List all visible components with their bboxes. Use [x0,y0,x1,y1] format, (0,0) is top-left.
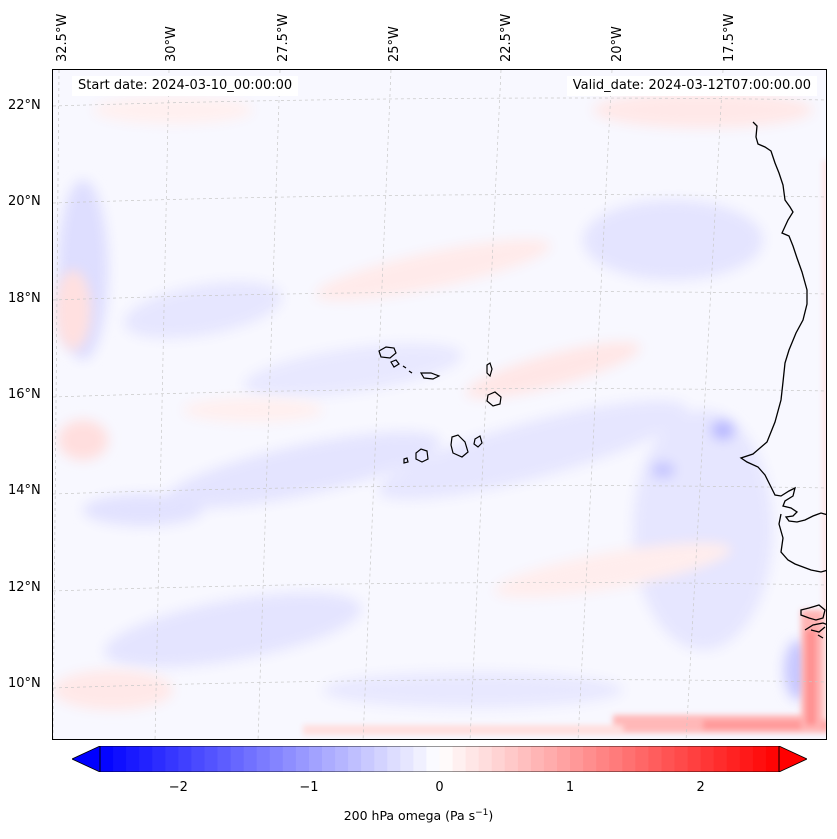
lat-label-14n: 14°N [8,483,41,498]
colorbar-cell [191,746,206,772]
colorbar-cell [713,746,728,772]
colorbar [72,746,807,772]
colorbar-cells [100,746,780,772]
colorbar-tick-2: 2 [696,780,705,795]
colorbar-label-text: 200 hPa omega (Pa s [343,808,476,824]
negative-omega-patches [58,180,812,708]
colorbar-cell [465,746,480,772]
lon-label-22-5w: 22.5°W [499,13,514,62]
colorbar-cell [269,746,284,772]
lon-label-25w: 25°W [387,26,402,62]
colorbar-extend-min [72,746,101,772]
colorbar-cell [361,746,375,772]
lon-label-27-5w: 27.5°W [276,13,291,62]
colorbar-cell [374,746,388,772]
colorbar-cell [282,746,297,772]
valid-date-value: 2024-03-12T07:00:00.00 [648,78,811,93]
colorbar-cell [661,746,676,772]
colorbar-cell [152,746,166,772]
colorbar-cell [674,746,689,772]
colorbar-cell [543,746,558,772]
colorbar-cell [295,746,310,772]
colorbar-extend-max [778,746,807,772]
colorbar-label: 200 hPa omega (Pa s−1) [0,808,837,823]
colorbar-tick-0: 0 [435,780,444,795]
lat-label-12n: 12°N [8,580,41,595]
lon-label-32-5w: 32.5°W [55,13,70,62]
valid-date-label: Valid_date: 2024-03-12T07:00:00.00 [566,76,817,96]
colorbar-cell [178,746,193,772]
african-coastline [739,121,826,639]
colorbar-cell [452,746,467,772]
colorbar-cell [400,746,414,772]
start-date-value: 2024-03-10_00:00:00 [151,78,293,93]
colorbar-cell [243,746,258,772]
cape-verde-islands [378,346,502,464]
colorbar-cell [387,746,401,772]
colorbar-cell [204,746,219,772]
colorbar-cell [321,746,336,772]
colorbar-cell [504,746,519,772]
start-date-prefix: Start date: [78,78,152,93]
map-panel[interactable] [52,69,827,740]
colorbar-cell [635,746,650,772]
colorbar-tick-minus-1: −1 [299,780,319,795]
colorbar-cell [687,746,702,772]
colorbar-cell [517,746,532,772]
colorbar-cell [765,746,780,772]
colorbar-cell [230,746,245,772]
graticule [53,70,826,739]
colorbar-cell [583,746,597,772]
lat-label-22n: 22°N [8,98,41,113]
colorbar-cell [557,746,571,772]
colorbar-cell [426,746,441,772]
colorbar-cell [570,746,584,772]
colorbar-cell [596,746,610,772]
colorbar-cell [126,746,140,772]
colorbar-tick-1: 1 [565,780,575,795]
colorbar-cell [439,746,454,772]
colorbar-label-close: ) [488,808,494,824]
lon-label-30w: 30°W [164,26,179,62]
colorbar-cell [648,746,663,772]
colorbar-outline [99,746,780,772]
colorbar-cell [739,746,754,772]
colorbar-cell [139,746,153,772]
colorbar-cell [217,746,232,772]
colorbar-cell [348,746,362,772]
omega-field-plot [53,70,826,739]
start-date-label: Start date: 2024-03-10_00:00:00 [72,76,299,96]
lat-label-16n: 16°N [8,387,41,402]
colorbar-cell [491,746,506,772]
lat-label-18n: 18°N [8,291,41,306]
colorbar-cell [256,746,271,772]
colorbar-cell [413,746,428,772]
colorbar-cell [530,746,545,772]
colorbar-cell [726,746,741,772]
colorbar-cell [752,746,767,772]
lat-label-10n: 10°N [8,676,41,691]
colorbar-cell [113,746,127,772]
colorbar-cell [308,746,323,772]
colorbar-cell [335,746,349,772]
colorbar-cell [100,746,114,772]
colorbar-cell [700,746,715,772]
lat-label-20n: 20°N [8,194,41,209]
lon-label-17-5w: 17.5°W [722,13,737,62]
boundary-artifact [303,160,826,735]
colorbar-cell [165,746,179,772]
colorbar-tick-minus-2: −2 [168,780,188,795]
colorbar-cell [609,746,623,772]
colorbar-cell [478,746,493,772]
positive-omega-patches [53,92,813,710]
colorbar-cell [622,746,636,772]
lon-label-20w: 20°W [610,26,625,62]
valid-date-prefix: Valid_date: [572,78,649,93]
colorbar-label-exponent: −1 [475,808,489,818]
